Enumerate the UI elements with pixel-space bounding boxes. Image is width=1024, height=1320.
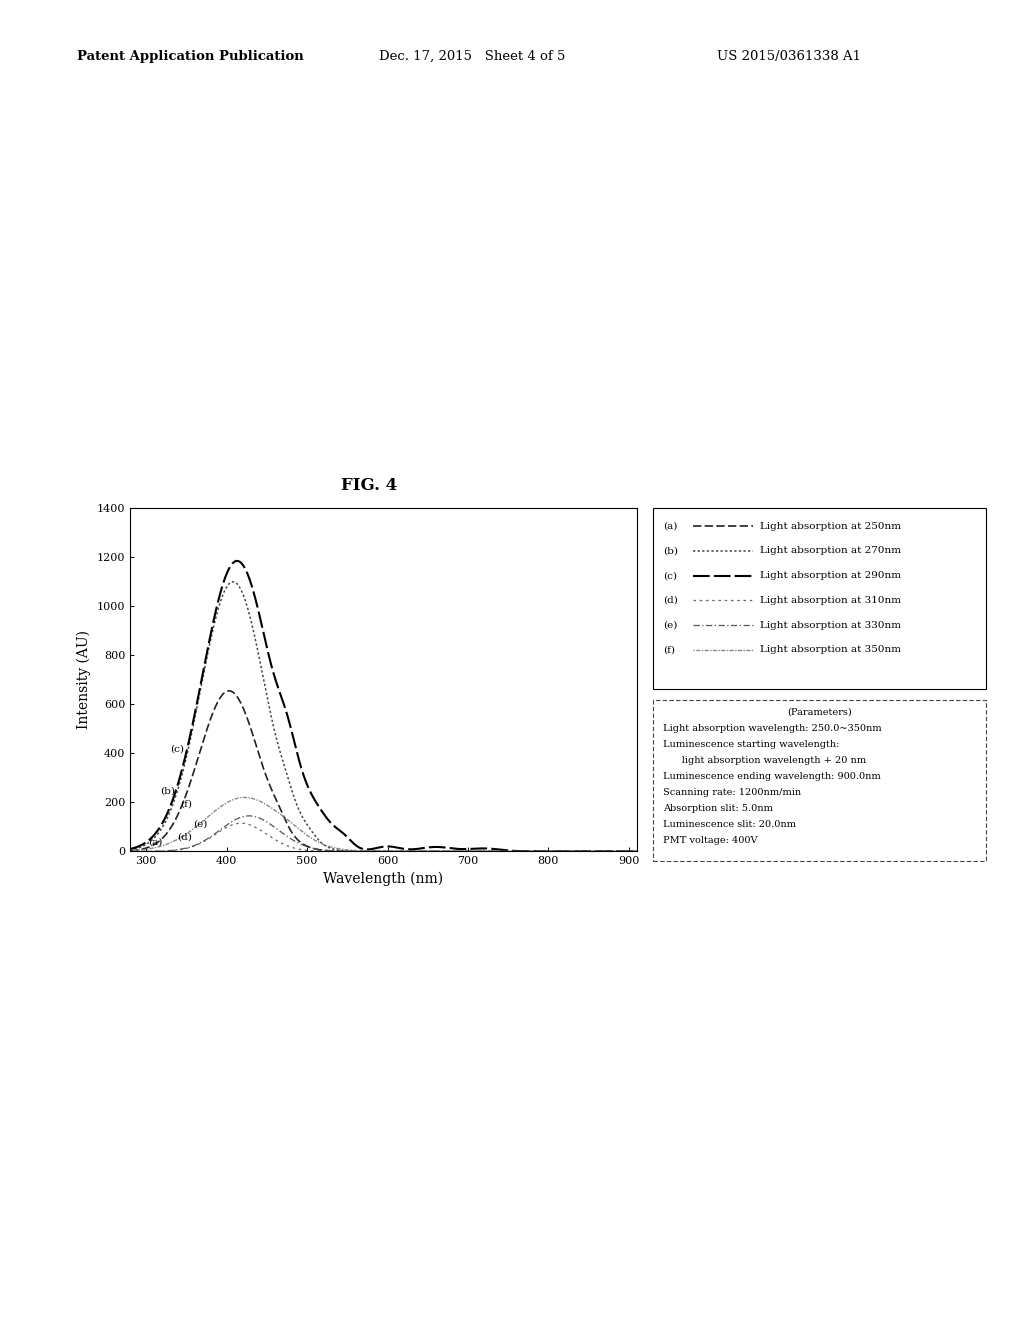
Text: (Parameters): (Parameters) <box>787 708 852 717</box>
Text: (c): (c) <box>664 572 677 581</box>
Text: (c): (c) <box>170 744 184 754</box>
Text: (a): (a) <box>147 838 162 846</box>
Y-axis label: Intensity (AU): Intensity (AU) <box>77 631 91 729</box>
Text: Luminescence starting wavelength:: Luminescence starting wavelength: <box>664 739 840 748</box>
Text: Light absorption at 290nm: Light absorption at 290nm <box>760 572 901 581</box>
Text: Dec. 17, 2015   Sheet 4 of 5: Dec. 17, 2015 Sheet 4 of 5 <box>379 50 565 63</box>
Text: (d): (d) <box>664 595 678 605</box>
Text: (e): (e) <box>193 820 207 829</box>
X-axis label: Wavelength (nm): Wavelength (nm) <box>324 871 443 886</box>
Text: Absorption slit: 5.0nm: Absorption slit: 5.0nm <box>664 804 773 813</box>
FancyBboxPatch shape <box>653 508 986 689</box>
Text: Scanning rate: 1200nm/min: Scanning rate: 1200nm/min <box>664 788 802 797</box>
Text: PMT voltage: 400V: PMT voltage: 400V <box>664 837 758 846</box>
Text: (b): (b) <box>161 787 176 795</box>
Text: Patent Application Publication: Patent Application Publication <box>77 50 303 63</box>
Text: (f): (f) <box>180 799 191 808</box>
Text: Light absorption wavelength: 250.0~350nm: Light absorption wavelength: 250.0~350nm <box>664 723 882 733</box>
Text: Light absorption at 250nm: Light absorption at 250nm <box>760 521 901 531</box>
Text: Luminescence ending wavelength: 900.0nm: Luminescence ending wavelength: 900.0nm <box>664 772 881 781</box>
Text: FIG. 4: FIG. 4 <box>341 477 396 494</box>
Text: (d): (d) <box>177 833 191 842</box>
Text: Light absorption at 310nm: Light absorption at 310nm <box>760 595 901 605</box>
Text: light absorption wavelength + 20 nm: light absorption wavelength + 20 nm <box>664 756 866 766</box>
FancyBboxPatch shape <box>653 700 986 861</box>
Text: Light absorption at 270nm: Light absorption at 270nm <box>760 546 901 556</box>
Text: (f): (f) <box>664 645 675 655</box>
Text: (b): (b) <box>664 546 678 556</box>
Text: US 2015/0361338 A1: US 2015/0361338 A1 <box>717 50 861 63</box>
Text: Luminescence slit: 20.0nm: Luminescence slit: 20.0nm <box>664 821 797 829</box>
Text: Light absorption at 330nm: Light absorption at 330nm <box>760 620 901 630</box>
Text: (e): (e) <box>664 620 678 630</box>
Text: Light absorption at 350nm: Light absorption at 350nm <box>760 645 901 655</box>
Text: (a): (a) <box>664 521 678 531</box>
